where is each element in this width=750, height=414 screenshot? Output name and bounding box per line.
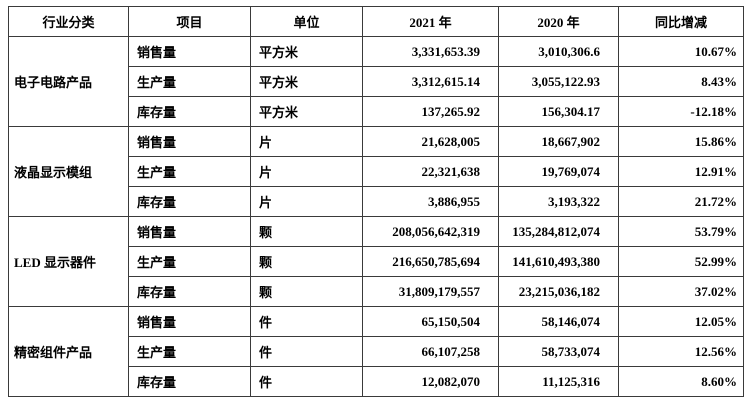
category-cell: 电子电路产品 — [8, 36, 129, 127]
unit-cell: 颗 — [250, 246, 363, 277]
change-cell: 8.60% — [618, 366, 744, 397]
value-2020-cell: 3,010,306.6 — [498, 36, 619, 67]
change-cell: 8.43% — [618, 66, 744, 97]
unit-cell: 颗 — [250, 216, 363, 247]
header-row: 行业分类 项目 单位 2021 年 2020 年 同比增减 — [8, 6, 744, 37]
change-cell: 52.99% — [618, 246, 744, 277]
value-2021-cell: 3,312,615.14 — [362, 66, 499, 97]
value-2021-cell: 208,056,642,319 — [362, 216, 499, 247]
change-cell: 12.05% — [618, 306, 744, 337]
table-row: LED 显示器件 销售量 颗 208,056,642,319 135,284,8… — [8, 216, 744, 307]
value-2021-cell: 22,321,638 — [362, 156, 499, 187]
table-row: 库存量 平方米 137,265.92 156,304.17 -12.18% — [9, 96, 744, 127]
change-cell: 12.56% — [618, 336, 744, 367]
item-cell: 生产量 — [128, 66, 251, 97]
item-cell: 生产量 — [128, 336, 251, 367]
value-2021-cell: 65,150,504 — [362, 306, 499, 337]
unit-cell: 片 — [250, 126, 363, 157]
value-2020-cell: 156,304.17 — [498, 96, 619, 127]
category-cell: LED 显示器件 — [8, 216, 129, 307]
value-2020-cell: 3,193,322 — [498, 186, 619, 217]
production-sales-table: 行业分类 项目 单位 2021 年 2020 年 同比增减 电子电路产品 销售量… — [8, 6, 744, 397]
table-row: 电子电路产品 销售量 平方米 3,331,653.39 3,010,306.6 … — [8, 36, 744, 127]
header-yoy-change: 同比增减 — [618, 6, 744, 37]
change-cell: 37.02% — [618, 276, 744, 307]
item-cell: 库存量 — [128, 276, 251, 307]
header-unit: 单位 — [250, 6, 363, 37]
change-cell: 10.67% — [618, 36, 744, 67]
value-2021-cell: 3,886,955 — [362, 186, 499, 217]
header-year-2020: 2020 年 — [498, 6, 619, 37]
value-2021-cell: 31,809,179,557 — [362, 276, 499, 307]
value-2021-cell: 137,265.92 — [362, 96, 499, 127]
value-2020-cell: 19,769,074 — [498, 156, 619, 187]
table-row: 液晶显示模组 销售量 片 21,628,005 18,667,902 15.86… — [8, 126, 744, 217]
header-item: 项目 — [128, 6, 251, 37]
table-row: 生产量 平方米 3,312,615.14 3,055,122.93 8.43% — [9, 66, 744, 97]
value-2021-cell: 3,331,653.39 — [362, 36, 499, 67]
header-industry-category: 行业分类 — [8, 6, 129, 37]
item-cell: 库存量 — [128, 96, 251, 127]
unit-cell: 件 — [250, 366, 363, 397]
value-2020-cell: 11,125,316 — [498, 366, 619, 397]
value-2021-cell: 12,082,070 — [362, 366, 499, 397]
table-row: 库存量 颗 31,809,179,557 23,215,036,182 37.0… — [9, 276, 744, 307]
value-2020-cell: 3,055,122.93 — [498, 66, 619, 97]
unit-cell: 平方米 — [250, 96, 363, 127]
item-cell: 销售量 — [128, 126, 251, 157]
change-cell: 53.79% — [618, 216, 744, 247]
value-2021-cell: 66,107,258 — [362, 336, 499, 367]
item-cell: 生产量 — [128, 246, 251, 277]
change-cell: 12.91% — [618, 156, 744, 187]
item-cell: 生产量 — [128, 156, 251, 187]
change-cell: 15.86% — [618, 126, 744, 157]
unit-cell: 片 — [250, 156, 363, 187]
change-cell: -12.18% — [618, 96, 744, 127]
value-2021-cell: 216,650,785,694 — [362, 246, 499, 277]
header-year-2021: 2021 年 — [362, 6, 499, 37]
table-row: 生产量 片 22,321,638 19,769,074 12.91% — [9, 156, 744, 187]
item-cell: 销售量 — [128, 36, 251, 67]
change-cell: 21.72% — [618, 186, 744, 217]
unit-cell: 平方米 — [250, 66, 363, 97]
value-2020-cell: 58,733,074 — [498, 336, 619, 367]
item-cell: 销售量 — [128, 306, 251, 337]
value-2020-cell: 141,610,493,380 — [498, 246, 619, 277]
table-row: 生产量 颗 216,650,785,694 141,610,493,380 52… — [9, 246, 744, 277]
item-cell: 库存量 — [128, 186, 251, 217]
unit-cell: 平方米 — [250, 36, 363, 67]
table-row: 库存量 片 3,886,955 3,193,322 21.72% — [9, 186, 744, 217]
value-2020-cell: 18,667,902 — [498, 126, 619, 157]
value-2021-cell: 21,628,005 — [362, 126, 499, 157]
unit-cell: 片 — [250, 186, 363, 217]
unit-cell: 件 — [250, 306, 363, 337]
value-2020-cell: 58,146,074 — [498, 306, 619, 337]
table-row: 库存量 件 12,082,070 11,125,316 8.60% — [9, 366, 744, 397]
table-row: 精密组件产品 销售量 件 65,150,504 58,146,074 12.05… — [8, 306, 744, 397]
category-cell: 液晶显示模组 — [8, 126, 129, 217]
category-cell: 精密组件产品 — [8, 306, 129, 397]
value-2020-cell: 135,284,812,074 — [498, 216, 619, 247]
unit-cell: 颗 — [250, 276, 363, 307]
item-cell: 销售量 — [128, 216, 251, 247]
item-cell: 库存量 — [128, 366, 251, 397]
unit-cell: 件 — [250, 336, 363, 367]
value-2020-cell: 23,215,036,182 — [498, 276, 619, 307]
